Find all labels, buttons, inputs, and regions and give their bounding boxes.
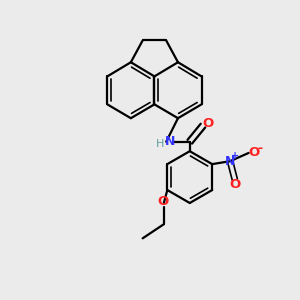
Text: O: O: [248, 146, 259, 159]
Text: H: H: [155, 139, 164, 149]
Text: N: N: [225, 155, 235, 168]
Text: O: O: [158, 195, 169, 208]
Text: -: -: [258, 142, 263, 155]
Text: N: N: [164, 135, 175, 148]
Text: O: O: [230, 178, 241, 191]
Text: +: +: [231, 151, 239, 161]
Text: O: O: [203, 117, 214, 130]
